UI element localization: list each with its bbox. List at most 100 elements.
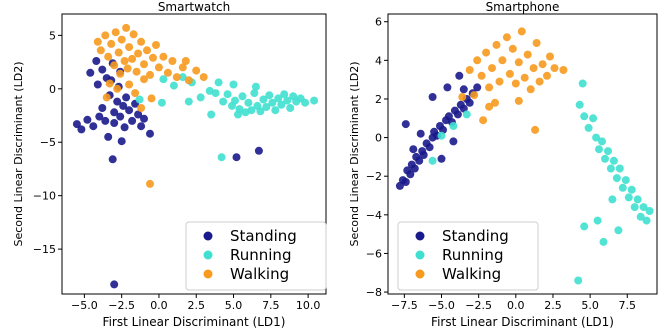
y-tick-label: 6 (375, 16, 382, 29)
point-running-21 (262, 103, 271, 111)
chart-title: Smartwatch (158, 0, 230, 14)
point-running-12 (615, 164, 624, 173)
legend-marker-standing (415, 231, 425, 241)
point-standing-8 (415, 156, 424, 165)
point-standing-14 (119, 101, 128, 110)
point-standing-26 (86, 68, 95, 77)
point-standing-35 (232, 153, 241, 162)
point-walking-19 (140, 60, 148, 69)
y-tick-label: 5 (49, 29, 56, 42)
scatter-points (395, 27, 654, 285)
point-running-15 (244, 98, 253, 107)
point-walking-34 (113, 84, 122, 93)
x-tick-label: 0.0 (507, 299, 525, 312)
point-walking-31 (514, 96, 523, 105)
point-running-5 (595, 145, 603, 154)
point-walking-4 (488, 64, 496, 73)
point-running-7 (214, 78, 223, 87)
point-walking-6 (495, 77, 504, 86)
point-standing-12 (425, 143, 434, 152)
point-walking-12 (123, 64, 132, 73)
point-running-4 (196, 93, 205, 102)
point-walking-20 (143, 46, 151, 55)
legend-label-running: Running (230, 246, 291, 264)
point-standing-30 (104, 132, 113, 141)
point-running-24 (593, 216, 602, 225)
point-walking-2 (101, 31, 110, 40)
point-running-4 (592, 133, 601, 142)
point-walking-9 (117, 35, 126, 44)
point-walking-9 (505, 69, 514, 78)
x-axis-label: First Linear Discriminant (LD1) (431, 315, 614, 329)
point-walking-39 (137, 104, 146, 112)
point-running-9 (223, 90, 232, 99)
point-standing-34 (416, 129, 425, 138)
y-tick-label: −5 (40, 136, 56, 149)
point-walking-11 (122, 23, 131, 32)
point-running-29 (449, 122, 458, 130)
point-running-1 (169, 81, 178, 90)
point-running-33 (301, 98, 310, 107)
point-walking-36 (131, 89, 140, 98)
x-tick-label: 7.5 (619, 299, 637, 312)
point-running-13 (238, 92, 247, 101)
point-standing-11 (113, 97, 122, 106)
plot-frame (61, 13, 327, 295)
point-running-36 (251, 82, 260, 91)
point-walking-6 (111, 28, 120, 37)
point-walking-19 (535, 77, 544, 86)
point-standing-0 (72, 120, 81, 129)
point-running-17 (250, 89, 259, 98)
legend-label-walking: Walking (230, 265, 289, 283)
point-walking-13 (125, 43, 134, 52)
point-running-16 (627, 185, 636, 194)
point-running-0 (159, 75, 168, 84)
y-tick-label: −10 (33, 190, 56, 203)
legend-marker-walking (415, 269, 425, 279)
y-tick-label: −8 (366, 286, 382, 299)
point-running-11 (231, 96, 239, 105)
point-standing-16 (122, 93, 131, 102)
point-walking-31 (192, 66, 201, 75)
point-running-6 (598, 137, 606, 146)
point-walking-30 (559, 66, 568, 74)
point-running-11 (612, 174, 621, 183)
point-walking-10 (120, 57, 129, 65)
point-running-21 (642, 216, 651, 225)
point-standing-31 (459, 85, 468, 94)
point-standing-1 (77, 125, 86, 134)
x-tick-label: −5.0 (428, 299, 455, 312)
legend-box (397, 221, 539, 291)
legend-marker-running (203, 250, 213, 260)
point-running-22 (645, 207, 654, 215)
point-running-19 (256, 107, 265, 116)
point-standing-9 (110, 108, 119, 117)
point-standing-15 (120, 123, 129, 132)
point-standing-23 (92, 57, 101, 65)
point-running-40 (157, 98, 166, 107)
point-running-31 (428, 156, 437, 165)
y-tick-label: 0 (49, 83, 56, 96)
point-running-26 (277, 100, 286, 109)
point-standing-6 (101, 116, 110, 125)
point-walking-15 (523, 50, 532, 59)
point-walking-40 (146, 179, 154, 188)
point-walking-27 (168, 57, 177, 65)
point-running-2 (178, 73, 187, 82)
y-axis-label: Second Linear Discriminant (LD2) (348, 62, 361, 247)
legend-label-walking: Walking (442, 265, 501, 283)
point-standing-37 (449, 137, 458, 146)
point-standing-24 (98, 65, 107, 74)
point-running-20 (259, 95, 268, 104)
point-standing-4 (406, 170, 415, 179)
point-walking-22 (546, 52, 554, 61)
x-tick-label: −2.5 (465, 299, 492, 312)
point-walking-8 (116, 69, 125, 78)
point-running-8 (604, 147, 612, 156)
point-walking-21 (543, 71, 551, 80)
point-running-10 (609, 156, 618, 165)
point-walking-21 (146, 70, 154, 79)
x-tick-label: 2.5 (544, 299, 562, 312)
point-walking-11 (511, 79, 520, 88)
